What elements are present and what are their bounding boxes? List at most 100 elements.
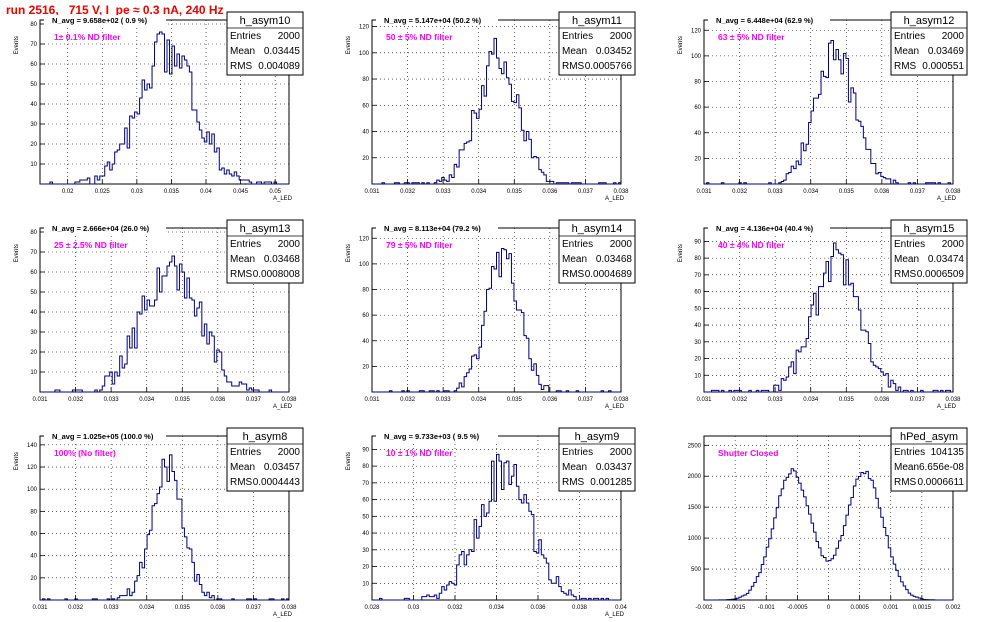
histogram-name: h_asym11 — [572, 15, 622, 27]
x-tick-label: 0.04 — [615, 605, 627, 611]
histogram-panel: 0.031 0.032 0.033 0.034 0.035 0.036 0.037 0.038… — [678, 219, 968, 410]
x-axis-label: A_LED — [937, 196, 957, 202]
y-tick-label: 100 — [359, 51, 370, 57]
x-tick-label: 0.033 — [768, 189, 784, 195]
x-tick-label: 0.0005 — [850, 605, 869, 611]
navg-label: N_avg = 1.025e+05 (100.0 %) — [52, 432, 154, 441]
y-tick-label: 60 — [694, 290, 701, 296]
histogram-line — [372, 453, 621, 601]
histogram-panel: 0.031 0.032 0.033 0.034 0.035 0.036 0.037 0.038… — [346, 219, 636, 410]
x-axis-label: A_LED — [273, 404, 293, 410]
stats-key: Entries — [894, 31, 925, 42]
stats-value: 0.03468 — [596, 254, 633, 265]
x-tick-label: 0.028 — [364, 605, 380, 611]
x-tick-label: 0.031 — [696, 397, 712, 403]
histogram-name: h_asym13 — [240, 223, 291, 235]
y-tick-label: 40 — [30, 102, 37, 108]
x-tick-label: 0.034 — [139, 397, 155, 403]
y-tick-label: 60 — [362, 498, 369, 504]
y-tick-label: 120 — [27, 465, 38, 471]
navg-label: N_avg = 8.113e+04 (79.2 %) — [384, 224, 481, 233]
histogram-panel: 0.031 0.032 0.033 0.034 0.035 0.036 0.037 0.038… — [14, 219, 304, 410]
y-axis-label: Events — [14, 452, 20, 470]
y-tick-label: 2500 — [688, 443, 702, 449]
x-tick-label: 0.031 — [696, 189, 712, 195]
stats-value: 0.03469 — [928, 46, 965, 57]
stats-value: 0.000551 — [922, 61, 964, 72]
x-tick-label: 0.034 — [471, 397, 487, 403]
navg-box — [44, 15, 166, 26]
x-axis-label: A_LED — [273, 612, 293, 618]
y-tick-label: 60 — [362, 313, 369, 319]
histogram-name: h_asym14 — [572, 223, 623, 235]
stats-value: 0.004089 — [258, 61, 300, 72]
y-tick-label: 80 — [362, 288, 369, 294]
y-tick-label: 20 — [362, 364, 369, 370]
stats-key: Mean — [562, 46, 587, 57]
x-tick-label: 0.037 — [578, 189, 594, 195]
y-tick-label: 500 — [691, 567, 702, 573]
stats-key: RMS — [230, 61, 253, 72]
x-tick-label: 0.04 — [200, 189, 212, 195]
y-axis-label: Events — [14, 244, 20, 262]
filter-annotation: 40 ± 4% ND filter — [718, 240, 785, 250]
y-axis-label: Events — [14, 36, 20, 54]
y-tick-label: 10 — [362, 581, 369, 587]
y-tick-label: 80 — [694, 256, 701, 262]
histogram-name: hPed_asym — [900, 431, 958, 443]
stats-key: Entries — [894, 239, 925, 250]
x-tick-label: 0.035 — [839, 397, 855, 403]
y-tick-label: 120 — [359, 25, 370, 31]
y-tick-label: 10 — [30, 162, 37, 168]
x-tick-label: 0.025 — [95, 189, 111, 195]
x-tick-label: 0.045 — [233, 189, 249, 195]
navg-box — [376, 15, 498, 26]
stats-value: 0.0006509 — [917, 269, 965, 280]
navg-label: N_avg = 2.666e+04 (26.0 %) — [52, 224, 150, 233]
stats-key: RMS — [562, 61, 585, 72]
x-tick-label: 0.036 — [210, 605, 226, 611]
y-tick-label: 50 — [30, 290, 37, 296]
histogram-name: h_asym15 — [904, 223, 955, 235]
y-tick-label: 40 — [362, 130, 369, 136]
x-tick-label: 0.02 — [62, 189, 74, 195]
x-tick-label: 0.033 — [436, 397, 452, 403]
histogram-name: h_asym12 — [904, 15, 955, 27]
stats-key: RMS — [894, 269, 917, 280]
histogram-panel: 0.031 0.032 0.033 0.034 0.035 0.036 0.037 0.038… — [678, 11, 968, 202]
x-tick-label: 0.032 — [400, 397, 416, 403]
stats-value: 2000 — [942, 239, 965, 250]
x-tick-label: 0.036 — [530, 605, 546, 611]
x-tick-label: 0.001 — [883, 605, 899, 611]
histogram-name: h_asym9 — [575, 431, 620, 443]
histogram-panel: 0.031 0.032 0.033 0.034 0.035 0.036 0.037 0.038… — [14, 427, 304, 618]
navg-box — [376, 431, 498, 442]
y-tick-label: 20 — [694, 357, 701, 363]
navg-box — [44, 223, 166, 234]
stats-key: RMS — [562, 269, 585, 280]
y-tick-label: 30 — [30, 330, 37, 336]
stats-key: RMS — [894, 61, 917, 72]
stats-box — [226, 219, 304, 284]
x-tick-label: 0.033 — [104, 605, 120, 611]
stats-value: 2000 — [610, 447, 633, 458]
histogram-line — [40, 255, 289, 393]
stats-value: 0.03437 — [596, 462, 633, 473]
y-tick-label: 60 — [30, 62, 37, 68]
x-tick-label: 0.034 — [139, 605, 155, 611]
y-tick-label: 20 — [362, 565, 369, 571]
stats-value: 0.03474 — [928, 254, 965, 265]
x-tick-label: 0.035 — [164, 189, 180, 195]
stats-value: 0.03457 — [264, 462, 301, 473]
x-tick-label: 0.036 — [874, 397, 890, 403]
stats-key: Mean — [230, 46, 255, 57]
x-axis-label: A_LED — [605, 196, 625, 202]
x-axis-label: A_LED — [605, 404, 625, 410]
y-tick-label: 70 — [694, 273, 701, 279]
y-tick-label: 2000 — [688, 474, 702, 480]
x-tick-label: 0.038 — [281, 605, 297, 611]
histogram-panel: 0.031 0.032 0.033 0.034 0.035 0.036 0.037 0.038… — [346, 11, 636, 202]
x-tick-label: 0.035 — [507, 397, 523, 403]
x-tick-label: 0.033 — [768, 397, 784, 403]
navg-box — [376, 223, 498, 234]
